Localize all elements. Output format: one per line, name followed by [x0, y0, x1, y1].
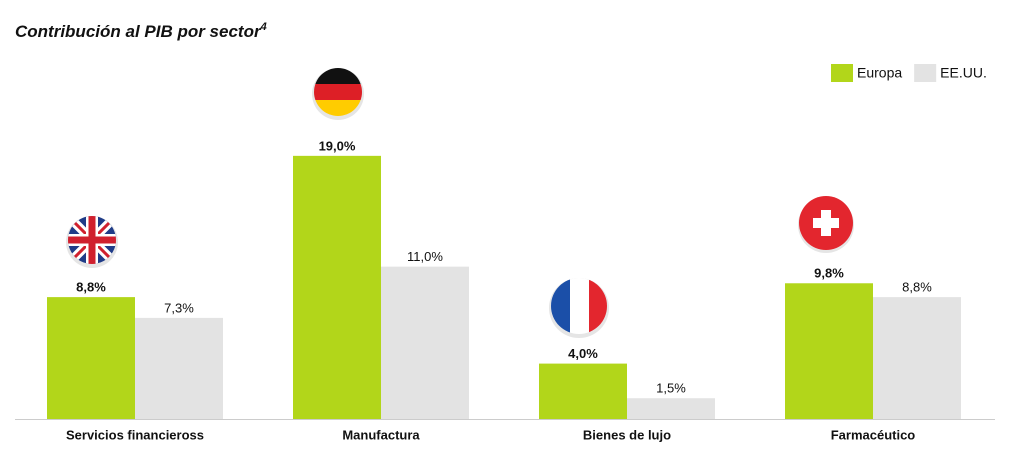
- bar: [785, 283, 873, 419]
- legend-swatch: [831, 64, 853, 82]
- bar: [293, 155, 381, 419]
- chart-title: Contribución al PIB por sector4: [15, 21, 267, 42]
- x-tick-label: Farmacéutico: [831, 427, 916, 442]
- flag-switzerland: [798, 196, 854, 253]
- flag-uk: [66, 216, 118, 268]
- bar: [47, 297, 135, 419]
- legend-swatch: [914, 64, 937, 82]
- value-label: 11,0%: [407, 249, 443, 264]
- bar: [873, 297, 961, 419]
- value-label: 8,8%: [76, 280, 106, 295]
- x-tick-label: Bienes de lujo: [583, 427, 671, 442]
- value-label: 1,5%: [656, 381, 686, 396]
- bar: [381, 266, 469, 419]
- bar: [135, 317, 223, 419]
- flag-france: [549, 278, 609, 338]
- flag-germany: [312, 68, 364, 120]
- x-tick-label: Manufactura: [342, 427, 420, 442]
- legend-label: EE.UU.: [940, 65, 987, 81]
- legend-label: Europa: [857, 65, 902, 81]
- title-superscript: 4: [260, 21, 267, 33]
- value-label: 9,8%: [814, 266, 844, 281]
- title-text: Contribución al PIB por sector: [15, 22, 262, 41]
- value-label: 19,0%: [319, 138, 356, 153]
- x-tick-label: Servicios financieross: [66, 427, 204, 442]
- value-label: 8,8%: [902, 280, 932, 295]
- value-label: 4,0%: [568, 346, 598, 361]
- bar: [539, 363, 627, 419]
- value-label: 7,3%: [164, 300, 194, 315]
- bar: [627, 398, 715, 419]
